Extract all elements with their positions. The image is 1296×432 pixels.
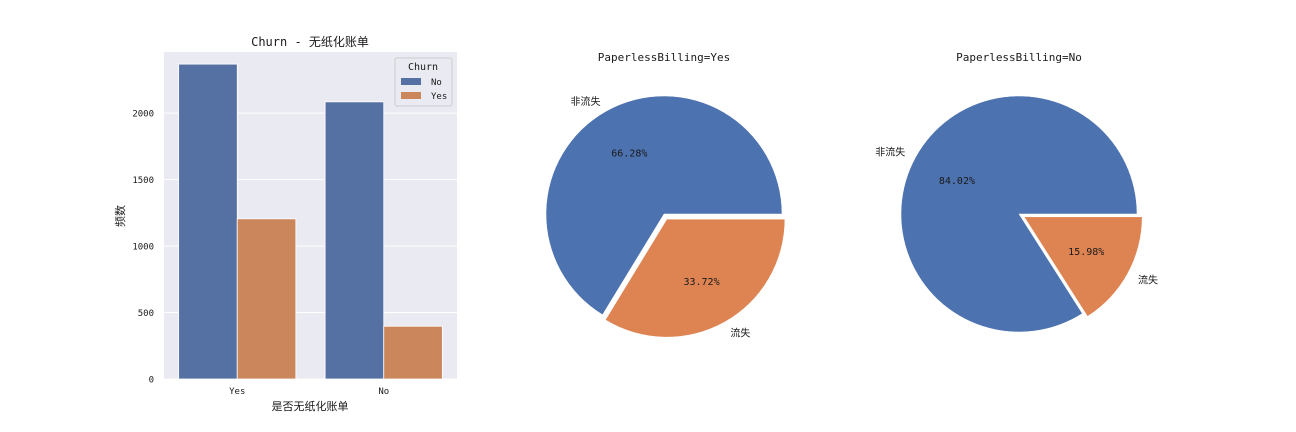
- bar-y-tick-label: 1500: [132, 176, 154, 186]
- bar-no-yes: [383, 325, 443, 380]
- pie-yes-percent-label: 33.72%: [683, 277, 719, 288]
- legend-swatch-yes: [401, 92, 421, 99]
- legend-swatch-no: [401, 78, 421, 85]
- pie-no-percent-label: 15.98%: [1068, 247, 1104, 258]
- legend-title: Churn: [408, 62, 438, 73]
- pie-no-category-label: 非流失: [875, 146, 905, 159]
- pie-yes-slices: 66.28% 非流失 33.72% 流失: [545, 95, 786, 339]
- pie-yes-slice-churned: [605, 218, 786, 338]
- pie-no-slice-retained: [900, 95, 1138, 333]
- bar-series: [178, 63, 443, 380]
- pie-no-slices: 84.02% 非流失 15.98% 流失: [875, 95, 1158, 333]
- pie-no-percent-label: 84.02%: [939, 176, 975, 187]
- pie-yes-title: PaperlessBilling=Yes: [598, 51, 730, 64]
- bar-y-tick-label: 0: [149, 376, 154, 386]
- bar-yes-yes: [236, 218, 297, 380]
- bar-y-tick-label: 2000: [132, 110, 154, 120]
- bar-y-ticks: 0 500 1000 1500 2000: [132, 110, 154, 386]
- pie-yes-percent-label: 66.28%: [611, 148, 647, 159]
- bar-yes-no: [178, 63, 238, 380]
- bar-y-tick-label: 1000: [132, 243, 154, 253]
- pie-yes-category-label: 非流失: [570, 95, 600, 108]
- bar-no-no: [324, 101, 385, 380]
- pie-no-slice-churned: [1023, 216, 1143, 317]
- bar-x-tick-label: No: [378, 387, 389, 397]
- pie-yes-slice-retained: [545, 95, 783, 316]
- legend-label-no: No: [431, 78, 442, 88]
- bar-legend: Churn No Yes: [394, 57, 453, 107]
- legend-label-yes: Yes: [431, 92, 447, 102]
- pie-chart-paperless-no: PaperlessBilling=No 84.02% 非流失 15.98% 流失: [875, 51, 1158, 333]
- pie-chart-paperless-yes: PaperlessBilling=Yes 66.28% 非流失 33.72% 流失: [545, 51, 786, 339]
- bar-x-axis-label: 是否无纸化账单: [272, 399, 349, 413]
- bar-x-ticks: Yes No: [229, 387, 389, 397]
- pie-no-category-label: 流失: [1138, 273, 1158, 286]
- bar-x-tick-label: Yes: [229, 387, 245, 397]
- pie-yes-category-label: 流失: [730, 326, 750, 339]
- bar-chart-title: Churn - 无纸化账单: [251, 35, 369, 49]
- pie-no-title: PaperlessBilling=No: [956, 51, 1082, 64]
- bar-y-axis-label: 频数: [113, 205, 127, 227]
- bar-chart: 0 500 1000 1500 2000 Yes No Churn - 无纸化账单 是否无…: [113, 35, 457, 413]
- bar-y-tick-label: 500: [138, 309, 154, 319]
